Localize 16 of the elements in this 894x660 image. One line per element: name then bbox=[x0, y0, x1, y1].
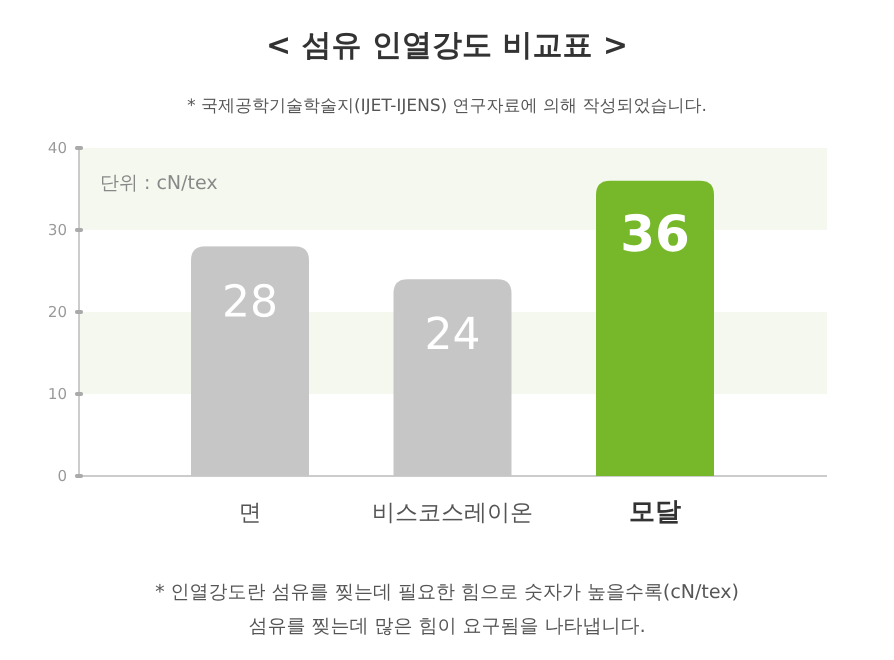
data-label: 36 bbox=[620, 204, 690, 263]
y-tick-label: 40 bbox=[48, 139, 67, 157]
text: * 인열강도란 섬유를 찢는데 필요한 힘으로 숫자가 높을수록(cN/tex) 섬유를 찢는데 많은 힘이 요구됨을 나타냅니다. bbox=[155, 581, 739, 637]
chart-title: < 섬유 인열강도 비교표 > bbox=[266, 28, 628, 63]
annotation: 단위 : cN/tex bbox=[100, 172, 218, 194]
data-label: 28 bbox=[222, 276, 278, 328]
y-tick-label: 0 bbox=[57, 467, 67, 485]
y-tick-label: 10 bbox=[48, 385, 67, 403]
y-tick-label: 20 bbox=[48, 303, 67, 321]
data-label: 24 bbox=[424, 309, 480, 360]
y-tick-label: 30 bbox=[48, 221, 67, 239]
x-tick-label: 모달 bbox=[629, 497, 681, 527]
bar bbox=[596, 180, 714, 476]
x-tick-label: 비스코스레이온 bbox=[372, 500, 533, 526]
x-tick-label: 면 bbox=[238, 500, 262, 526]
chart-subtitle: * 국제공학기술학술지(IJET-IJENS) 연구자료에 의해 작성되었습니다. bbox=[187, 96, 707, 116]
